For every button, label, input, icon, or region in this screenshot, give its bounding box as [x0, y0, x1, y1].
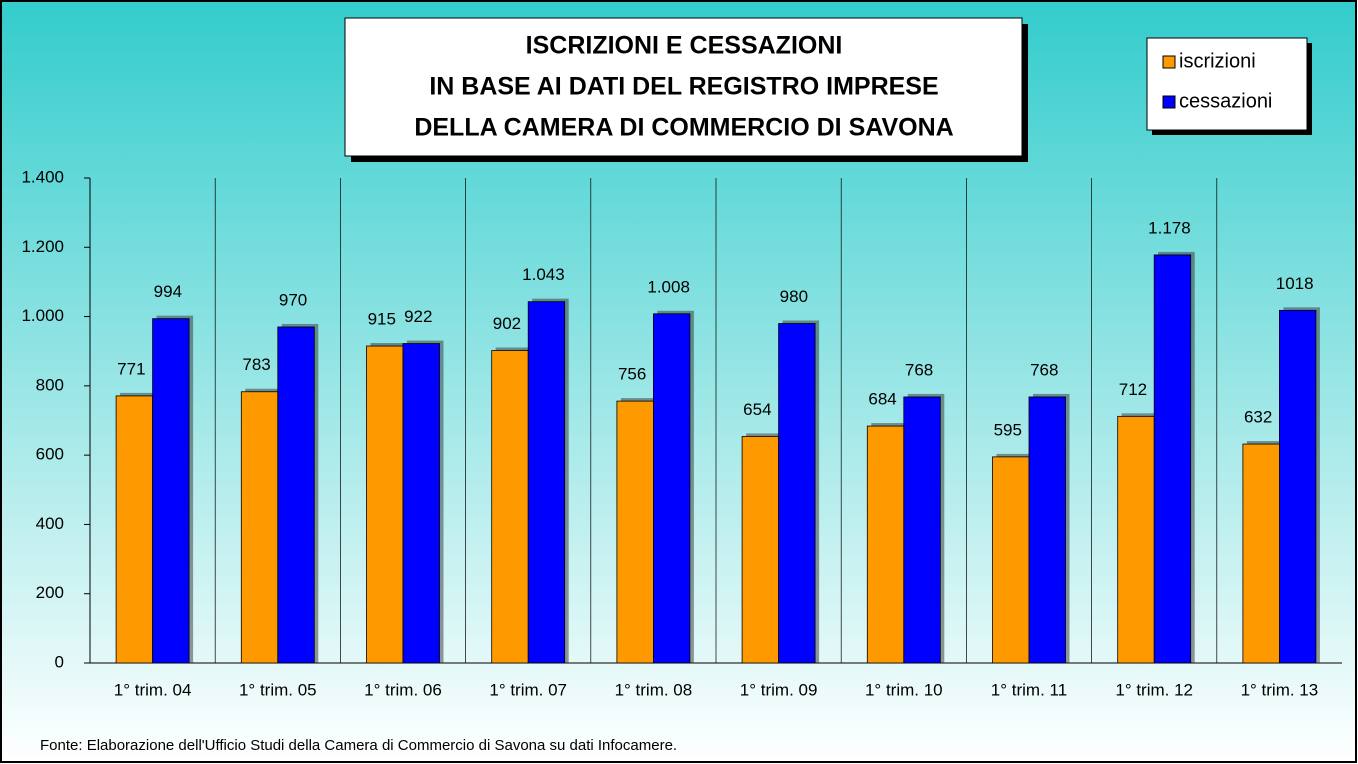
- chart-title: DELLA CAMERA DI COMMERCIO DI SAVONA: [414, 114, 953, 142]
- data-label: 712: [1119, 380, 1147, 399]
- y-tick-label: 400: [36, 514, 64, 533]
- legend-label: cessazioni: [1179, 90, 1272, 112]
- title-box: [344, 17, 1023, 157]
- y-tick-label: 200: [36, 583, 64, 602]
- y-tick-label: 600: [36, 445, 64, 464]
- bar: [277, 326, 315, 664]
- data-label: 915: [368, 310, 396, 329]
- y-tick-label: 800: [36, 375, 64, 394]
- legend-swatch: [1162, 95, 1176, 109]
- x-tick-label: 1° trim. 07: [489, 680, 567, 699]
- data-label: 1.043: [522, 265, 565, 284]
- data-label: 783: [242, 355, 270, 374]
- data-label: 595: [994, 420, 1022, 439]
- data-label: 1.178: [1148, 218, 1191, 237]
- x-tick-label: 1° trim. 11: [991, 680, 1067, 699]
- bar: [1153, 254, 1192, 664]
- data-label: 771: [117, 359, 145, 378]
- bar: [1242, 443, 1280, 664]
- bar: [1117, 415, 1155, 664]
- data-label: 922: [404, 307, 432, 326]
- bar: [992, 456, 1030, 664]
- data-label: 756: [618, 365, 646, 384]
- source: Fonte: Elaborazione dell'Ufficio Studi d…: [40, 737, 677, 754]
- data-label: 768: [1030, 360, 1058, 379]
- bar: [778, 323, 816, 664]
- legend-label: iscrizioni: [1179, 50, 1256, 72]
- bar: [527, 301, 566, 664]
- data-label: 654: [743, 400, 771, 419]
- legend-swatch: [1162, 55, 1176, 69]
- bar: [366, 345, 404, 664]
- x-tick-label: 1° trim. 05: [239, 680, 317, 699]
- x-tick-label: 1° trim. 06: [364, 680, 442, 699]
- bar: [152, 318, 190, 664]
- chart-title: IN BASE AI DATI DEL REGISTRO IMPRESE: [429, 73, 938, 101]
- data-label: 684: [868, 390, 896, 409]
- data-label: 994: [154, 282, 182, 301]
- bar: [115, 395, 153, 664]
- bar: [741, 436, 779, 664]
- x-tick-label: 1° trim. 08: [615, 680, 693, 699]
- data-label: 1.008: [647, 277, 690, 296]
- y-tick-label: 1.200: [21, 237, 64, 256]
- bar: [240, 391, 279, 664]
- chart-title: ISCRIZIONI E CESSAZIONI: [526, 32, 843, 60]
- x-tick-label: 1° trim. 12: [1115, 680, 1193, 699]
- data-label: 632: [1244, 408, 1272, 427]
- y-tick-label: 1.000: [21, 306, 64, 325]
- y-tick-label: 0: [55, 652, 64, 671]
- data-label: 768: [905, 360, 933, 379]
- bar: [866, 425, 905, 664]
- data-label: 970: [279, 290, 307, 309]
- legend: [1146, 37, 1308, 131]
- y-tick-label: 1.400: [21, 167, 64, 186]
- bar: [903, 396, 941, 664]
- x-tick-label: 1° trim. 10: [865, 680, 943, 699]
- data-label: 980: [780, 287, 808, 306]
- x-tick-label: 1° trim. 04: [114, 680, 192, 699]
- bar: [402, 343, 440, 664]
- data-label: 902: [493, 314, 521, 333]
- bar: [1279, 309, 1317, 664]
- x-tick-label: 1° trim. 09: [740, 680, 818, 699]
- bar: [653, 313, 691, 664]
- bar: [1028, 396, 1066, 664]
- data-label: 1018: [1276, 274, 1314, 293]
- bar: [491, 350, 529, 664]
- bar: [616, 400, 654, 664]
- x-tick-label: 1° trim. 13: [1241, 680, 1319, 699]
